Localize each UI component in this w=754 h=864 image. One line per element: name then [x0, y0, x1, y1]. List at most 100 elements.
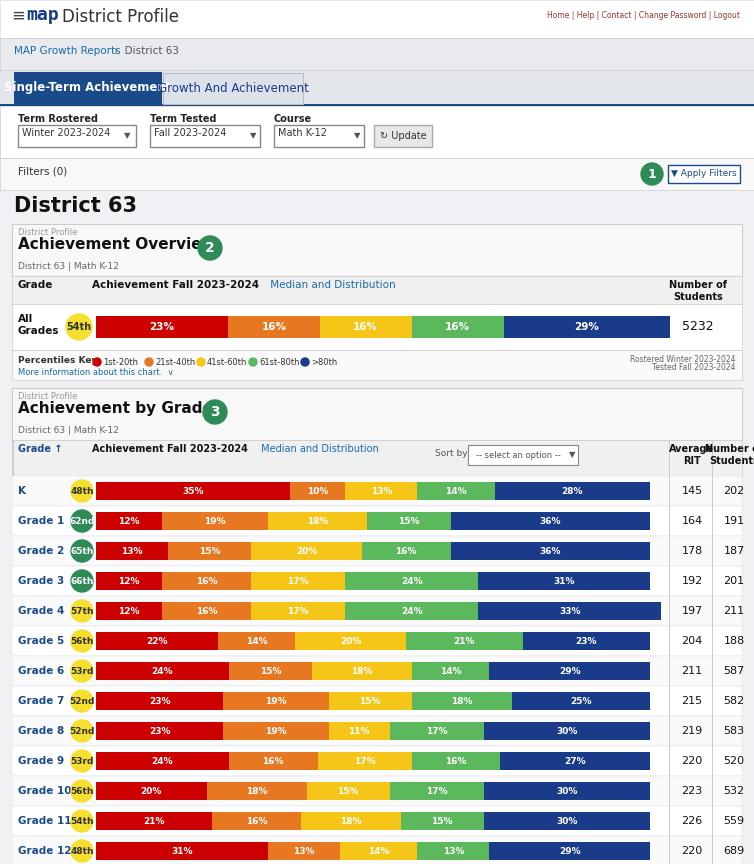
Text: Grade 2: Grade 2 — [18, 546, 64, 556]
Text: ≡: ≡ — [11, 7, 25, 25]
Text: Filters (0): Filters (0) — [18, 166, 67, 176]
Bar — [12, 506, 742, 536]
Bar — [12, 388, 742, 390]
Text: Achievement Fall 2023-2024: Achievement Fall 2023-2024 — [92, 444, 248, 454]
Text: 20%: 20% — [296, 547, 317, 556]
Text: 30%: 30% — [556, 727, 578, 735]
Text: Achievement Overview: Achievement Overview — [18, 237, 216, 252]
Bar — [268, 842, 340, 860]
Text: District Profile: District Profile — [62, 8, 179, 26]
Bar — [329, 692, 412, 710]
Text: Number of
Students: Number of Students — [705, 444, 754, 466]
Bar — [390, 782, 484, 800]
Text: 19%: 19% — [265, 696, 287, 706]
Text: All
Grades: All Grades — [18, 314, 60, 335]
Text: ▼: ▼ — [250, 131, 256, 141]
Text: Term Tested: Term Tested — [150, 114, 216, 124]
Bar — [511, 692, 650, 710]
Text: 145: 145 — [682, 486, 703, 496]
Text: K: K — [18, 486, 26, 496]
Bar — [329, 722, 390, 740]
Bar — [345, 482, 417, 500]
Bar — [712, 440, 713, 476]
Text: 15%: 15% — [398, 517, 420, 525]
Text: 187: 187 — [723, 546, 745, 556]
Text: 16%: 16% — [446, 757, 467, 766]
Bar — [712, 596, 713, 626]
Circle shape — [71, 690, 93, 712]
Bar — [412, 316, 504, 338]
Text: 24%: 24% — [401, 607, 422, 615]
Bar — [229, 752, 317, 770]
Text: 20%: 20% — [340, 637, 361, 645]
Text: 20%: 20% — [141, 786, 162, 796]
Bar — [12, 656, 742, 686]
Bar — [712, 536, 713, 566]
Text: 3: 3 — [210, 405, 220, 419]
Text: 582: 582 — [723, 696, 745, 706]
Bar — [96, 812, 213, 830]
Text: 15%: 15% — [337, 786, 359, 796]
Circle shape — [71, 750, 93, 772]
Bar — [12, 836, 742, 864]
Text: 13%: 13% — [121, 547, 143, 556]
Bar — [523, 632, 650, 650]
Bar — [207, 782, 307, 800]
Text: Tested Fall 2023-2024: Tested Fall 2023-2024 — [652, 363, 736, 372]
Bar — [268, 512, 367, 530]
Bar — [0, 190, 754, 224]
Bar — [12, 224, 742, 226]
Circle shape — [71, 810, 93, 832]
Text: 689: 689 — [723, 846, 745, 856]
Text: 54th: 54th — [70, 816, 93, 825]
Circle shape — [71, 720, 93, 742]
Circle shape — [197, 358, 205, 366]
Text: -- select an option --: -- select an option -- — [476, 450, 560, 460]
Text: Winter 2023-2024: Winter 2023-2024 — [22, 128, 110, 138]
Bar — [12, 626, 742, 656]
Text: 62nd: 62nd — [69, 517, 95, 525]
Text: 12%: 12% — [118, 576, 140, 586]
Bar — [96, 782, 207, 800]
Bar — [340, 842, 417, 860]
Text: ▼: ▼ — [354, 131, 360, 141]
Text: 202: 202 — [723, 486, 745, 496]
Bar — [301, 812, 400, 830]
Bar — [12, 350, 742, 380]
Bar — [669, 776, 670, 806]
Text: 24%: 24% — [152, 666, 173, 676]
Bar — [669, 506, 670, 536]
Bar — [668, 165, 740, 183]
Text: Grade 6: Grade 6 — [18, 666, 64, 676]
Bar — [495, 482, 650, 500]
Text: 16%: 16% — [445, 322, 470, 332]
Circle shape — [71, 840, 93, 862]
Text: 5232: 5232 — [682, 321, 714, 334]
Bar — [669, 836, 670, 864]
Text: District 63 | Math K-12: District 63 | Math K-12 — [18, 262, 119, 271]
Bar — [400, 812, 484, 830]
Bar — [317, 752, 412, 770]
Text: Grade 12: Grade 12 — [18, 846, 72, 856]
Text: Grade 10: Grade 10 — [18, 786, 72, 796]
Text: 1st-20th: 1st-20th — [103, 358, 138, 367]
Text: 18%: 18% — [307, 517, 328, 525]
Text: 23%: 23% — [149, 696, 170, 706]
Text: 65th: 65th — [70, 547, 93, 556]
Bar — [712, 626, 713, 656]
Text: 24%: 24% — [152, 757, 173, 766]
Text: 56th: 56th — [70, 637, 93, 645]
Text: Number of
Students: Number of Students — [669, 280, 727, 302]
Text: 16%: 16% — [262, 757, 284, 766]
Bar — [12, 536, 742, 566]
Text: 18%: 18% — [246, 786, 268, 796]
Bar — [223, 722, 329, 740]
Bar — [251, 602, 345, 620]
Bar — [96, 752, 229, 770]
Text: 18%: 18% — [351, 666, 372, 676]
Bar — [96, 512, 162, 530]
Bar — [669, 626, 670, 656]
Bar — [412, 692, 511, 710]
Text: 16%: 16% — [196, 576, 218, 586]
Text: 48th: 48th — [70, 486, 93, 495]
